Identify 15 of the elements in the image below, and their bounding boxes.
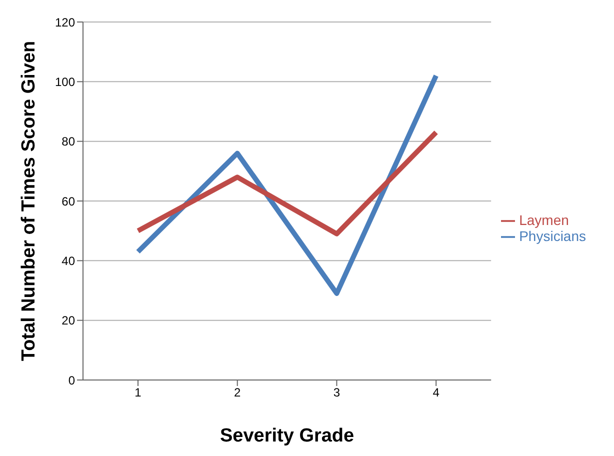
- legend-label: Laymen: [519, 212, 569, 228]
- y-tick-label: 20: [62, 314, 76, 328]
- x-tick-label: 3: [333, 386, 340, 400]
- x-tick-label: 4: [432, 386, 440, 400]
- y-tick-label: 80: [62, 134, 76, 149]
- y-tick-label: 100: [54, 74, 76, 89]
- legend-label: Physicians: [519, 228, 586, 244]
- y-axis-title: Total Number of Times Score Given: [18, 40, 40, 362]
- x-axis-title: Severity Grade: [220, 425, 354, 446]
- y-tick-label: 0: [68, 373, 76, 388]
- y-tick-label: 60: [62, 194, 76, 208]
- y-tick-label: 40: [62, 254, 76, 268]
- y-tick-label: 120: [54, 15, 76, 30]
- x-tick-label: 2: [234, 386, 242, 400]
- x-tick-label: 1: [134, 386, 142, 400]
